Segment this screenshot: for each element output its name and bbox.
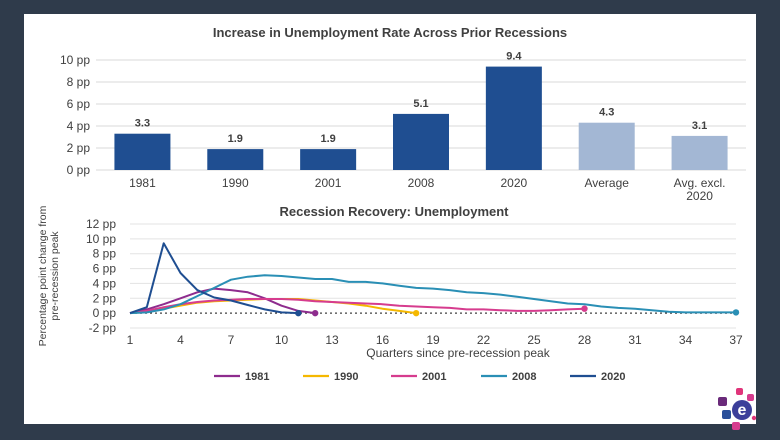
line-y-tick-label: -2 pp	[89, 321, 117, 335]
line-x-tick-label: 31	[628, 333, 642, 347]
bar-y-tick-label: 10 pp	[60, 53, 90, 67]
series-endpoint-1981	[311, 309, 319, 317]
line-x-tick-label: 25	[527, 333, 541, 347]
bar-value-label: 9.4	[506, 51, 522, 63]
line-x-tick-label: 19	[426, 333, 440, 347]
bar-2020	[485, 66, 542, 170]
bar-value-label: 1.9	[228, 133, 243, 145]
line-chart-title: Recession Recovery: Unemployment	[279, 204, 509, 219]
series-line-2001	[129, 298, 585, 315]
series-endpoint-2001	[581, 305, 588, 312]
legend-label-1981: 1981	[245, 371, 269, 383]
line-x-tick-label: 13	[325, 333, 339, 347]
series-line-1981	[129, 287, 316, 315]
bar-y-tick-label: 8 pp	[67, 75, 91, 89]
legend-label-2001: 2001	[422, 371, 446, 383]
bar-y-tick-label: 0 pp	[67, 163, 91, 177]
series-line-2020	[129, 242, 299, 315]
bar-x-tick-label: 1981	[129, 176, 156, 190]
line-y-tick-label: 10 pp	[86, 232, 116, 246]
bar-1990	[207, 149, 264, 170]
bar-y-tick-label: 4 pp	[67, 119, 91, 133]
bar-x-tick-label: Average	[584, 176, 629, 190]
line-x-tick-label: 22	[477, 333, 491, 347]
line-y-tick-label: 4 pp	[93, 276, 117, 290]
series-endpoint-1990	[412, 309, 420, 317]
bar-value-label: 3.1	[692, 120, 707, 132]
line-y-tick-label: 6 pp	[93, 262, 117, 276]
line-series	[129, 242, 740, 317]
bar-value-label: 4.3	[599, 107, 614, 119]
bar-x-tick-label: Avg. excl.	[674, 176, 726, 190]
line-y-tick-label: 8 pp	[93, 247, 117, 261]
line-x-tick-label: 4	[177, 333, 184, 347]
line-chart: Recession Recovery: Unemployment -2 pp0 …	[37, 204, 743, 383]
bar-x-tick-label: 1990	[222, 176, 249, 190]
legend-label-2008: 2008	[512, 371, 536, 383]
line-y-axis-label: Percentage point change from pre-recessio…	[37, 205, 61, 346]
bar-series: 3.3 1.9 1.9 5.1 9.4 4.3 3.1	[114, 51, 728, 170]
legend-label-2020: 2020	[601, 371, 625, 383]
series-endpoint-2020	[295, 309, 302, 317]
legend-label-1990: 1990	[334, 371, 358, 383]
line-y-tick-label: 0 pp	[93, 306, 117, 320]
bar-y-tick-label: 2 pp	[67, 141, 91, 155]
charts-canvas: Increase in Unemployment Rate Across Pri…	[37, 25, 746, 383]
line-grid	[130, 223, 736, 329]
line-x-axis: 1 4 7 10 13 16 19 22 25 28 31 34 37	[127, 333, 743, 347]
bar-value-label: 1.9	[320, 133, 335, 145]
bar-2001	[300, 149, 357, 170]
bar-y-tick-label: 6 pp	[67, 97, 91, 111]
line-x-tick-label: 1	[127, 333, 134, 347]
bar-x-tick-label: 2001	[315, 176, 342, 190]
svg-text:e: e	[738, 402, 747, 419]
bar-y-axis: 0 pp 2 pp 4 pp 6 pp 8 pp 10 pp	[60, 53, 90, 177]
bar-2008	[393, 113, 449, 170]
bar-chart: Increase in Unemployment Rate Across Pri…	[60, 25, 746, 203]
bar-chart-title: Increase in Unemployment Rate Across Pri…	[213, 25, 567, 40]
bar-average	[578, 122, 635, 170]
bar-x-tick-label: 2020	[686, 189, 713, 203]
line-y-tick-label: 12 pp	[86, 217, 116, 231]
chart-slide: Increase in Unemployment Rate Across Pri…	[24, 14, 757, 430]
line-x-tick-label: 37	[729, 333, 743, 347]
line-x-tick-label: 10	[275, 333, 289, 347]
bar-x-tick-label: 2020	[501, 176, 528, 190]
line-x-axis-label: Quarters since pre-recession peak	[366, 346, 550, 360]
line-y-tick-label: 2 pp	[93, 291, 117, 305]
line-x-tick-label: 16	[376, 333, 390, 347]
legend: 1981 1990 2001 2008 2020	[214, 371, 625, 383]
brand-logo-icon: e	[718, 388, 757, 430]
bar-x-tick-label: 2008	[408, 176, 435, 190]
bar-avg-excl-2020	[671, 135, 728, 170]
line-x-tick-label: 34	[679, 333, 693, 347]
series-line-2008	[129, 274, 736, 315]
line-x-tick-label: 7	[228, 333, 235, 347]
line-y-axis-label-line: Percentage point change from	[37, 205, 49, 346]
bar-1981	[114, 133, 171, 170]
line-x-tick-label: 28	[578, 333, 592, 347]
bar-x-axis: 1981 1990 2001 2008 2020 Average Avg. excl.202…	[129, 176, 725, 203]
line-y-axis-label-line: pre-recession peak	[49, 231, 61, 321]
series-endpoint-2008	[732, 309, 740, 316]
bar-value-label: 3.3	[135, 118, 150, 130]
bar-value-label: 5.1	[413, 98, 428, 110]
